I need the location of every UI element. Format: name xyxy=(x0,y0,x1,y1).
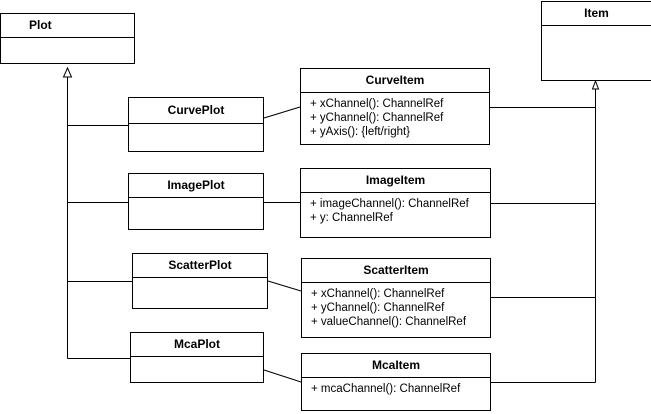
class-members: + imageChannel(): ChannelRef + y: Channe… xyxy=(301,193,490,225)
class-name: ScatterPlot xyxy=(133,254,267,278)
class-name: ScatterItem xyxy=(302,259,490,283)
class-member: + y: ChannelRef xyxy=(310,212,393,224)
class-members: + xChannel(): ChannelRef + yChannel(): C… xyxy=(302,283,490,329)
class-mcaitem: McaItem + mcaChannel(): ChannelRef xyxy=(301,353,491,411)
class-mcaplot: McaPlot xyxy=(130,332,264,383)
class-name: ImagePlot xyxy=(129,174,263,198)
class-name: McaItem xyxy=(302,354,490,378)
class-curveplot: CurvePlot xyxy=(128,97,264,152)
class-plot: Plot xyxy=(0,13,135,64)
class-name: Plot xyxy=(1,14,134,38)
class-member: + yAxis(): {left/right} xyxy=(310,126,411,138)
class-member: + imageChannel(): ChannelRef xyxy=(310,198,469,210)
class-members: + xChannel(): ChannelRef + yChannel(): C… xyxy=(301,93,489,139)
class-name: Item xyxy=(542,2,651,26)
curve-association-line xyxy=(263,106,301,119)
plot-inheritance-arrowhead xyxy=(62,66,73,78)
class-members: + mcaChannel(): ChannelRef xyxy=(302,378,490,396)
class-imageplot: ImagePlot xyxy=(128,173,264,230)
class-member: + xChannel(): ChannelRef xyxy=(311,288,445,300)
class-member: + xChannel(): ChannelRef xyxy=(310,98,444,110)
scatter-association-line xyxy=(267,280,302,292)
class-scatterplot: ScatterPlot xyxy=(132,253,268,309)
class-member: + yChannel(): ChannelRef xyxy=(310,112,444,124)
class-name: McaPlot xyxy=(131,333,263,357)
item-inheritance-arrowhead xyxy=(591,79,600,90)
class-item: Item xyxy=(541,1,651,81)
class-member: + mcaChannel(): ChannelRef xyxy=(311,383,461,395)
class-scatteritem: ScatterItem + xChannel(): ChannelRef + y… xyxy=(301,258,491,338)
class-member: + yChannel(): ChannelRef xyxy=(311,302,445,314)
class-member: + valueChannel(): ChannelRef xyxy=(311,316,467,328)
mca-association-line xyxy=(263,369,302,383)
class-curveitem: CurveItem + xChannel(): ChannelRef + yCh… xyxy=(300,68,490,145)
class-imageitem: ImageItem + imageChannel(): ChannelRef +… xyxy=(300,168,491,238)
class-name: ImageItem xyxy=(301,169,490,193)
class-name: CurveItem xyxy=(301,69,489,93)
class-name: CurvePlot xyxy=(129,98,263,124)
